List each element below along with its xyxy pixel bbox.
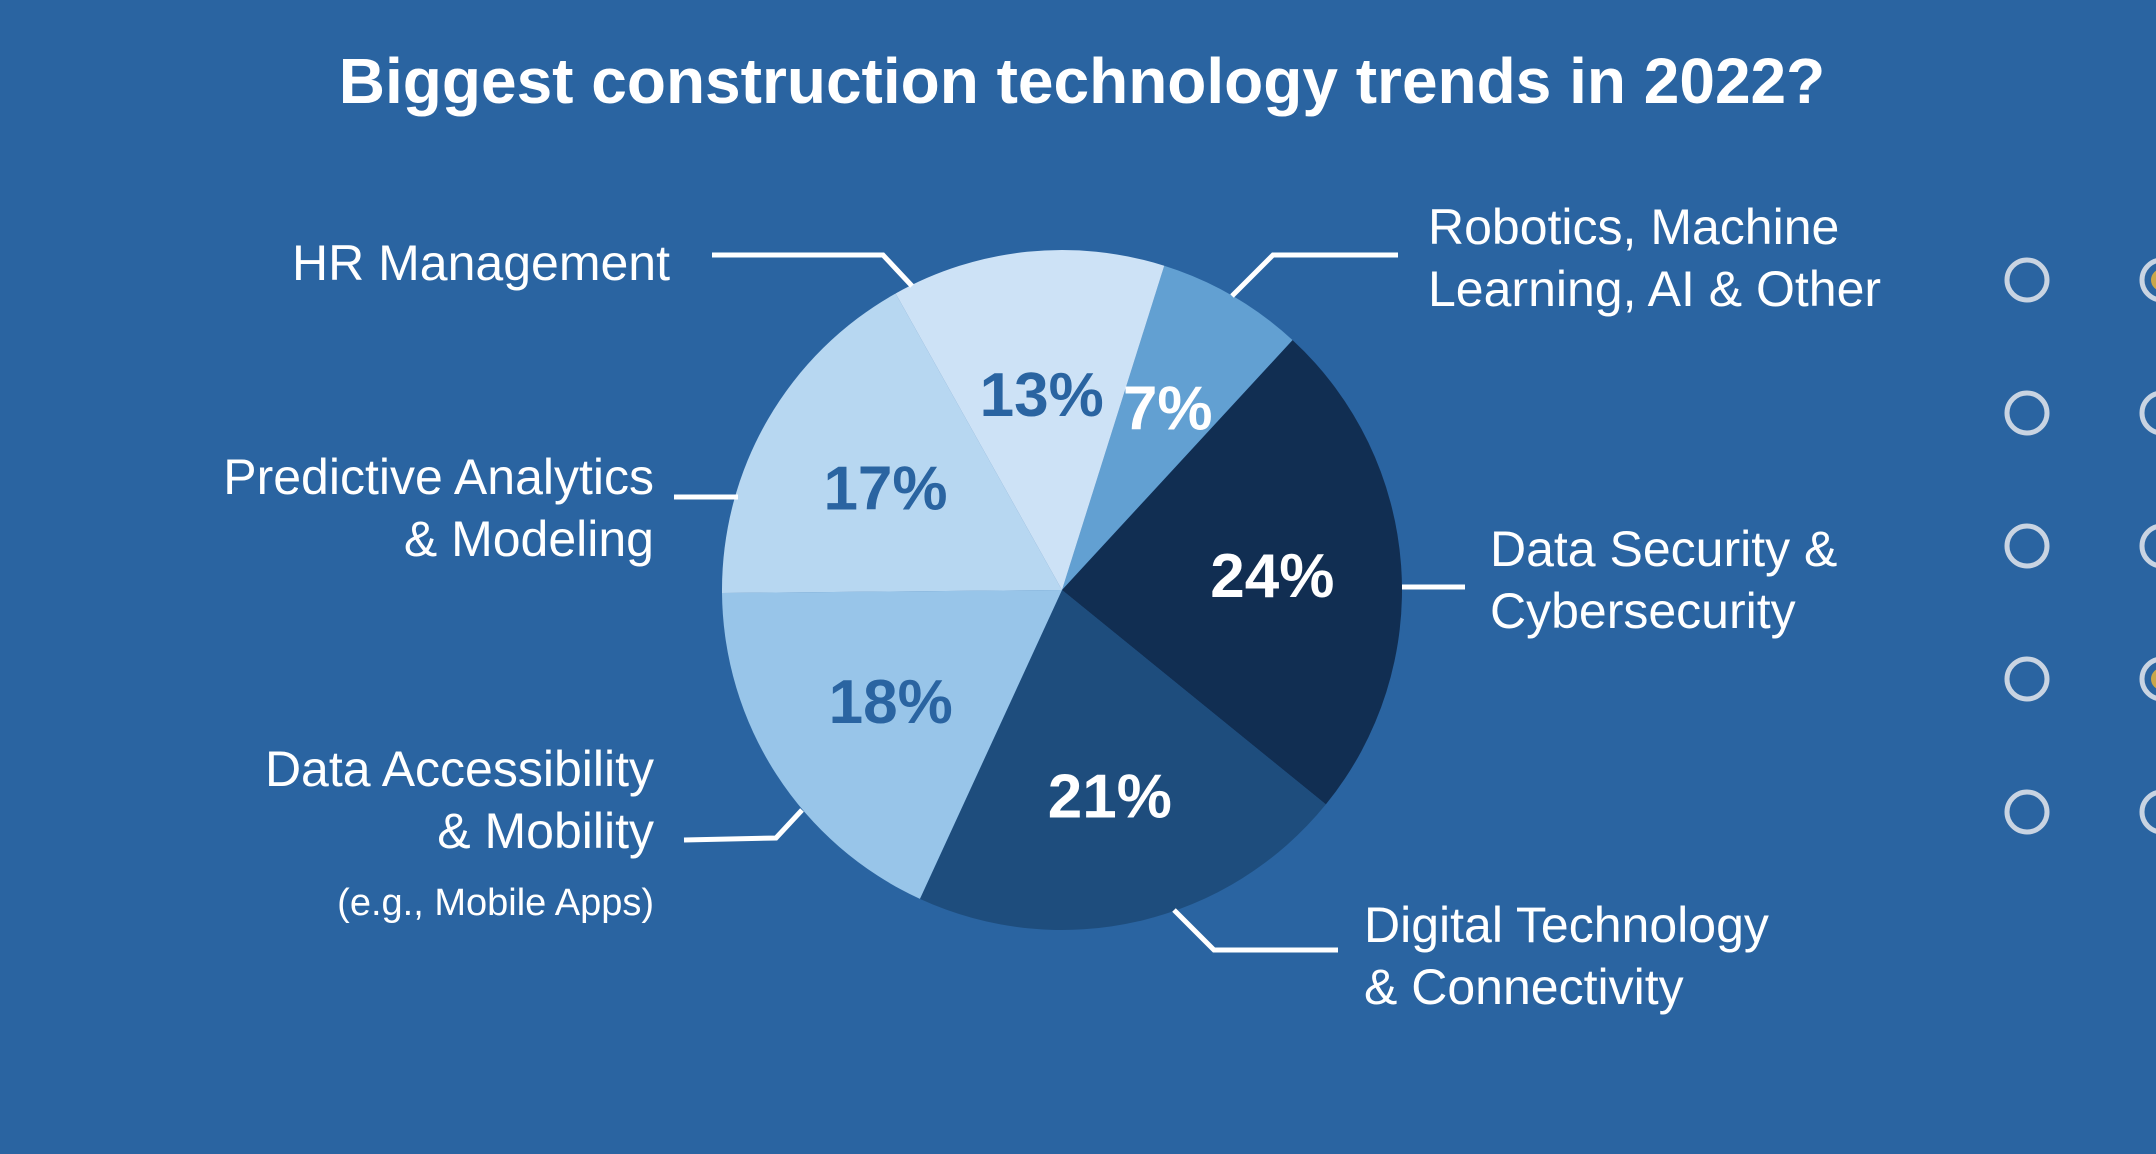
radio-option-col2-row5[interactable] bbox=[2139, 790, 2156, 834]
category-label-data-security-cybersecurity-line-2: Cybersecurity bbox=[1490, 583, 1796, 639]
radio-option-col2-row3[interactable] bbox=[2139, 524, 2156, 568]
category-label-predictive-analytics-modeling-line-2: & Modeling bbox=[404, 511, 654, 567]
pie-slice-data-security-cybersecurity bbox=[1062, 340, 1403, 805]
leader-line-digital-technology-connectivity bbox=[1172, 908, 1338, 953]
radio-option-col1-row2[interactable] bbox=[2004, 390, 2050, 436]
category-note-data-accessibility-mobility: (e.g., Mobile Apps) bbox=[337, 882, 654, 924]
category-label-robotics-machine-learning-ai-other-line-2: Learning, AI & Other bbox=[1428, 261, 1881, 317]
side-radio-controls[interactable] bbox=[2004, 257, 2156, 835]
category-label-digital-technology-connectivity-line-2: & Connectivity bbox=[1364, 959, 1684, 1015]
percent-label-hr-management: 13% bbox=[980, 361, 1104, 430]
radio-selected-dot-row1 bbox=[2151, 270, 2156, 290]
pie-slice-robotics-machine-learning-ai-other bbox=[1062, 265, 1293, 590]
pie-slice-digital-technology-connectivity bbox=[919, 590, 1326, 930]
percent-label-digital-technology-connectivity: 21% bbox=[1048, 762, 1172, 831]
category-label-hr-management: HR Management bbox=[292, 235, 670, 291]
category-label-data-accessibility-mobility-line-1: Data Accessibility bbox=[265, 741, 654, 797]
percent-label-data-security-cybersecurity: 24% bbox=[1210, 542, 1334, 611]
pie-slices bbox=[721, 250, 1403, 930]
leader-line-robotics-machine-learning-ai-other bbox=[1230, 252, 1398, 298]
percent-label-predictive-analytics-modeling: 17% bbox=[823, 455, 947, 524]
radio-option-col2-row4[interactable] bbox=[2139, 657, 2156, 701]
pie-slice-data-accessibility-mobility bbox=[722, 590, 1062, 899]
category-label-data-security-cybersecurity-line-1: Data Security & bbox=[1490, 521, 1837, 577]
chart-title: Biggest construction technology trends i… bbox=[339, 45, 1825, 117]
leader-line-hr-management bbox=[712, 252, 914, 288]
pie-slice-hr-management bbox=[895, 250, 1165, 590]
leader-line-data-accessibility-mobility bbox=[683, 808, 804, 843]
percent-label-data-accessibility-mobility: 18% bbox=[829, 668, 953, 737]
radio-option-col1-row4[interactable] bbox=[2004, 656, 2050, 702]
percent-label-robotics-machine-learning-ai-other: 7% bbox=[1123, 375, 1213, 444]
pie-slice-predictive-analytics-modeling bbox=[721, 293, 1062, 593]
percent-labels: 7% 24% 21% 18% 17% 13% bbox=[823, 361, 1334, 832]
leader-lines bbox=[674, 252, 1465, 953]
radio-selected-dot-row4 bbox=[2151, 669, 2156, 689]
category-label-robotics-machine-learning-ai-other-line-1: Robotics, Machine bbox=[1428, 199, 1839, 255]
category-label-digital-technology-connectivity-line-1: Digital Technology bbox=[1364, 897, 1769, 953]
category-labels: Robotics, Machine Learning, AI & Other Dat… bbox=[223, 199, 1881, 1015]
category-label-data-accessibility-mobility-line-2: & Mobility bbox=[437, 803, 654, 859]
radio-option-col1-row3[interactable] bbox=[2004, 523, 2050, 569]
radio-option-col1-row5[interactable] bbox=[2004, 789, 2050, 835]
radio-option-col2-row1[interactable] bbox=[2139, 258, 2156, 302]
radio-option-col1-row1[interactable] bbox=[2004, 257, 2050, 303]
radio-option-col2-row2[interactable] bbox=[2139, 391, 2156, 435]
category-label-predictive-analytics-modeling-line-1: Predictive Analytics bbox=[223, 449, 654, 505]
